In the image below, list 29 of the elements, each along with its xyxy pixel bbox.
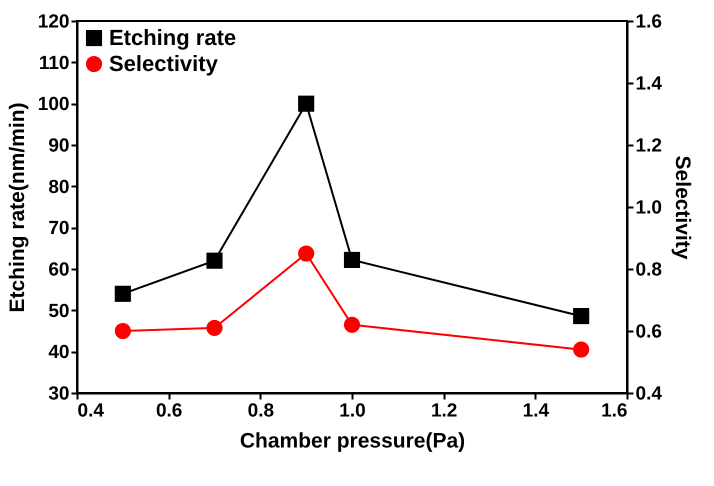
x-tick-label: 0.4: [78, 400, 104, 422]
y-tick-label: 120: [38, 12, 70, 32]
y-axis-title: Etching rate(nm/min): [6, 102, 29, 313]
x-tick-label: 0.6: [156, 400, 182, 422]
x-tick-label: 1.0: [339, 400, 366, 422]
y-tick-label: 60: [48, 260, 70, 280]
y2-axis-title: Selectivity: [670, 156, 694, 260]
x-tick-label: 0.8: [248, 400, 274, 422]
y2-tick-label: 0.6: [636, 322, 662, 342]
legend-label: Etching rate: [109, 25, 236, 50]
y-tick-label: 70: [48, 218, 70, 240]
x-tick-label: 1.4: [522, 400, 550, 422]
y-tick-label: 100: [38, 94, 70, 116]
y-tick-label: 80: [48, 176, 70, 198]
y-tick-label: 110: [38, 52, 70, 74]
y-tick-label: 30: [48, 384, 70, 404]
x-tick-label: 1.6: [601, 400, 628, 422]
y2-tick-label: 1.2: [636, 136, 662, 156]
legend-label: Selectivity: [109, 51, 219, 76]
x-axis-title: Chamber pressure(Pa): [240, 430, 466, 452]
y2-tick-label: 0.4: [636, 384, 662, 404]
y2-tick-label: 1.0: [636, 198, 662, 218]
y2-tick-label: 1.6: [636, 12, 662, 32]
y-tick-label: 90: [48, 136, 70, 156]
y-tick-label: 50: [48, 300, 70, 322]
y2-tick-label: 1.4: [636, 74, 662, 94]
x-tick-label: 1.2: [430, 400, 458, 422]
y-tick-label: 40: [48, 342, 70, 364]
y2-tick-label: 0.8: [636, 260, 662, 280]
